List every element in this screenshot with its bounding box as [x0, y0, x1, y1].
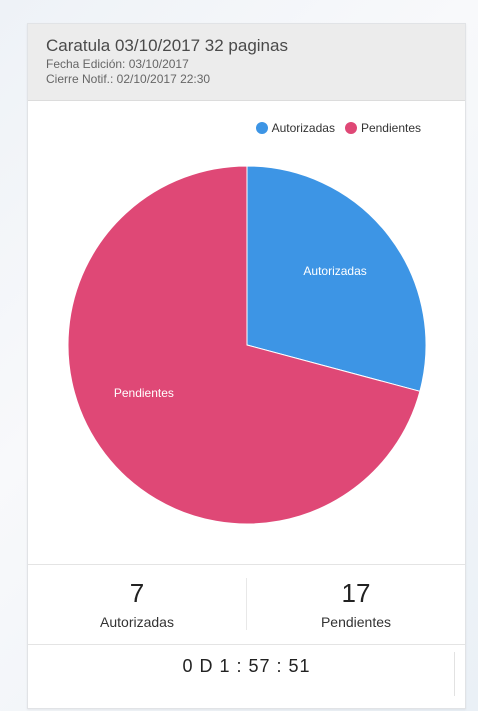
pie-slice-autorizadas[interactable]	[246, 165, 427, 392]
legend-item-autorizadas[interactable]: Autorizadas	[255, 121, 335, 135]
legend-label-pendientes: Pendientes	[360, 121, 421, 135]
timer-edge-line	[454, 652, 455, 696]
stats-top-divider	[28, 564, 465, 565]
autorizadas-label: Autorizadas	[100, 614, 174, 630]
card-title: Caratula 03/10/2017 32 paginas	[46, 36, 288, 55]
pendientes-label: Pendientes	[320, 614, 392, 630]
stat-autorizadas: 7 Autorizadas	[28, 566, 246, 644]
fecha-edicion: Fecha Edición: 03/10/2017	[46, 57, 189, 71]
chart-legend: Autorizadas Pendientes	[255, 121, 421, 135]
legend-dot-pendientes	[344, 122, 357, 134]
autorizadas-count: 7	[129, 578, 145, 608]
legend-label-autorizadas: Autorizadas	[271, 121, 335, 135]
pie-label-autorizadas: Autorizadas	[303, 264, 366, 278]
stats-divider	[246, 578, 247, 630]
legend-dot-autorizadas	[255, 122, 268, 134]
pie-label-pendientes: Pendientes	[114, 386, 174, 400]
card-header: Caratula 03/10/2017 32 paginas Fecha Edi…	[28, 24, 465, 101]
cierre-notif: Cierre Notif.: 02/10/2017 22:30	[46, 72, 211, 86]
pie-slice-pendientes[interactable]	[67, 165, 421, 525]
legend-item-pendientes[interactable]: Pendientes	[344, 121, 421, 135]
stat-pendientes: 17 Pendientes	[247, 566, 465, 644]
stats-row: 7 Autorizadas 17 Pendientes	[28, 566, 465, 644]
pie-chart: Autorizadas Pendientes	[67, 165, 427, 525]
timer-top-divider	[28, 644, 465, 645]
countdown-timer: 0 D 1 : 57 : 51	[182, 656, 311, 676]
pendientes-count: 17	[341, 578, 371, 608]
caratula-card: Caratula 03/10/2017 32 paginas Fecha Edi…	[27, 23, 466, 709]
